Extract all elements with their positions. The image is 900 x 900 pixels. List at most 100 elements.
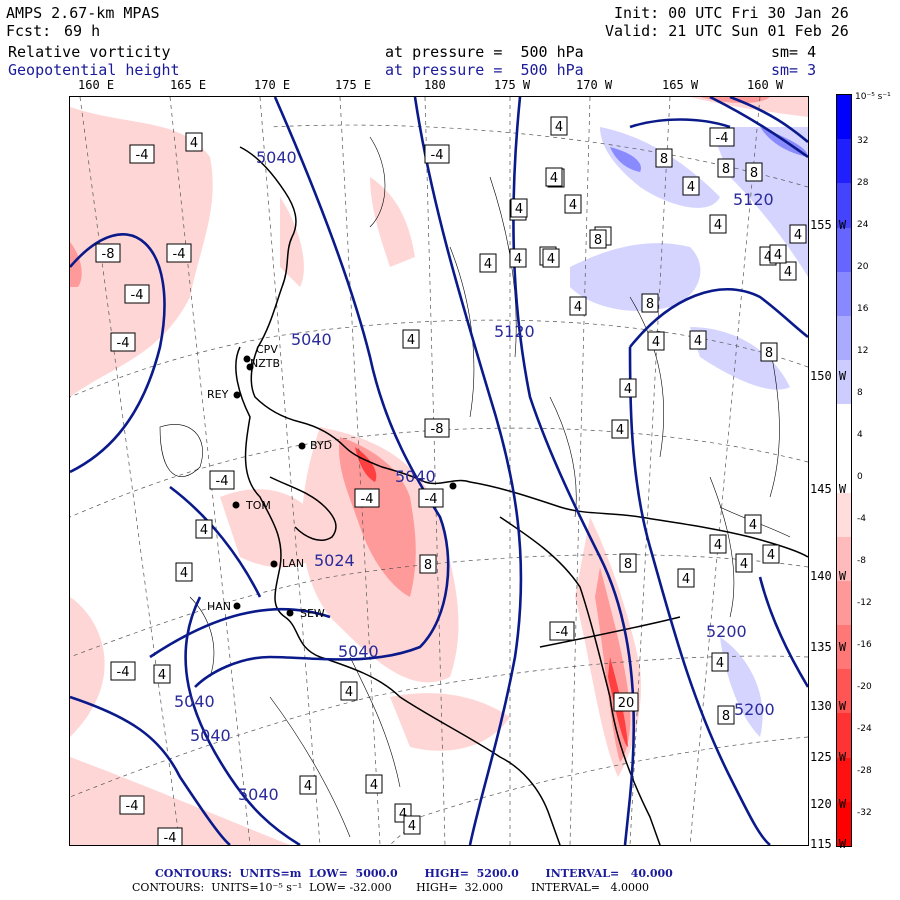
station-label: LAN <box>282 557 304 570</box>
vorticity-value: 4 <box>740 557 748 572</box>
vorticity-value: 4 <box>515 202 523 217</box>
colorbar-segment <box>837 713 851 759</box>
vorticity-box <box>479 253 497 273</box>
colorbar-tick-label: 16 <box>857 304 869 314</box>
height-label: 5200 <box>706 622 747 641</box>
vorticity-box <box>510 198 528 218</box>
vorticity-box <box>119 795 145 815</box>
vorticity-box <box>762 544 780 564</box>
vorticity-box <box>641 293 659 313</box>
vorticity-value: 4 <box>794 228 802 243</box>
vorticity-box <box>745 162 763 182</box>
colorbar-tick-label: -12 <box>857 598 872 608</box>
lat-label: 125 W <box>810 750 847 764</box>
vorticity-value: -4 <box>556 625 569 640</box>
map-canvas: 5040 5040 5120 5120 5024 5040 5040 5040 … <box>70 97 808 845</box>
station-label: TOM <box>245 499 271 512</box>
vorticity-value: 4 <box>407 333 415 348</box>
station-label: SEW <box>300 607 325 620</box>
map-panel[interactable]: 5040 5040 5120 5120 5024 5040 5040 5040 … <box>69 96 809 846</box>
vorticity-box <box>402 329 420 349</box>
vorticity-box <box>717 158 735 178</box>
field1-level: at pressure = 500 hPa <box>385 43 584 61</box>
colorbar-tick-label: 12 <box>857 346 869 356</box>
height-label: 5040 <box>291 330 332 349</box>
lon-label: 170 E <box>254 78 291 92</box>
vorticity-value: 4 <box>370 778 378 793</box>
colorbar-tick-label: 8 <box>857 388 863 398</box>
vorticity-box <box>611 419 629 439</box>
lat-label: 135 W <box>810 640 847 654</box>
vorticity-value: -4 <box>131 288 144 303</box>
lat-label: 120 W <box>810 797 847 811</box>
colorbar-segment <box>837 227 851 273</box>
colorbar-tick-label: 24 <box>857 220 869 230</box>
vorticity-value: 8 <box>722 709 730 724</box>
vorticity-box <box>569 296 587 316</box>
negative-vorticity-shading <box>70 97 808 845</box>
colorbar <box>836 94 852 847</box>
vorticity-box <box>354 488 380 508</box>
field2-level: at pressure = 500 hPa <box>385 61 584 79</box>
vorticity-box <box>619 553 637 573</box>
station-dot <box>232 501 240 509</box>
vorticity-box <box>110 332 136 352</box>
vorticity-value: 4 <box>749 518 757 533</box>
height-label: 5040 <box>190 726 231 745</box>
field1-smooth: sm= 4 <box>771 43 817 61</box>
vorticity-box <box>542 248 560 268</box>
vorticity-value: -8 <box>431 422 444 437</box>
vorticity-value: 4 <box>774 248 782 263</box>
lon-label: 165 W <box>662 78 699 92</box>
vorticity-value: 20 <box>618 696 635 711</box>
vorticity-box <box>299 775 317 795</box>
vorticity-box <box>129 144 155 164</box>
colorbar-segment <box>837 492 851 538</box>
colorbar-segment <box>837 404 851 449</box>
colorbar-segment <box>837 139 851 184</box>
vorticity-value-boxes: -44-4-8-4-4-444444444444888444844448-444… <box>95 116 807 845</box>
vorticity-box <box>549 621 575 641</box>
vorticity-box <box>175 562 193 582</box>
vorticity-value: -4 <box>136 148 149 163</box>
vorticity-box <box>418 488 444 508</box>
station-label: NZTB <box>250 357 280 370</box>
colorbar-tick-label: 4 <box>857 430 863 440</box>
vorticity-value: 4 <box>682 572 690 587</box>
colorbar-tick-label: 0 <box>857 472 863 482</box>
height-label: 5024 <box>314 551 355 570</box>
height-label: 5120 <box>494 322 535 341</box>
colorbar-tick-label: -4 <box>857 514 866 524</box>
vorticity-box <box>110 661 136 681</box>
vorticity-value: 4 <box>714 218 722 233</box>
vorticity-value: 4 <box>190 136 198 151</box>
vorticity-value: 4 <box>158 668 166 683</box>
vorticity-box <box>711 652 729 672</box>
colorbar-segment <box>837 625 851 670</box>
colorbar-segment <box>837 801 851 847</box>
vorticity-value: -8 <box>102 247 115 262</box>
vorticity-box <box>166 243 192 263</box>
coastline <box>235 146 808 845</box>
colorbar-tick-label: 20 <box>857 262 869 272</box>
colorbar-segment <box>837 95 851 140</box>
colorbar-segment <box>837 448 851 494</box>
colorbar-segment <box>837 315 851 361</box>
vorticity-value: -4 <box>216 474 229 489</box>
vorticity-value: 4 <box>304 779 312 794</box>
vorticity-box <box>340 681 358 701</box>
vorticity-box <box>677 568 695 588</box>
height-label: 5040 <box>238 785 279 804</box>
vorticity-value: 4 <box>784 265 792 280</box>
vorticity-box <box>424 418 450 438</box>
vorticity-box <box>157 827 183 845</box>
vorticity-box <box>419 554 437 574</box>
colorbar-tick-label: -24 <box>857 724 872 734</box>
vorticity-box <box>689 330 707 350</box>
forecast-hours: 69 h <box>64 22 101 40</box>
vorticity-value: 8 <box>624 557 632 572</box>
colorbar-tick-label: -20 <box>857 682 872 692</box>
vorticity-box <box>655 148 673 168</box>
station-label: HAN <box>207 600 231 613</box>
vorticity-value: 4 <box>200 523 208 538</box>
